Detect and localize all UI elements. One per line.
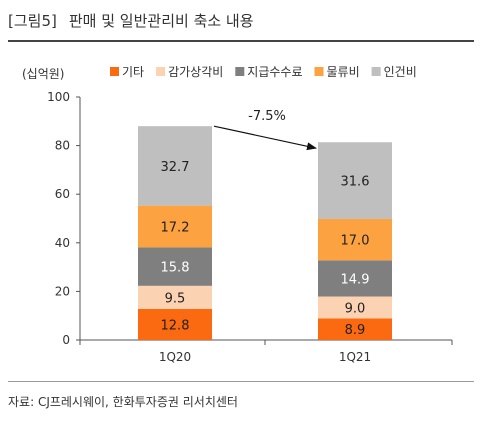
bar-segment	[138, 126, 212, 206]
data-label: 15.8	[161, 261, 190, 276]
data-label: 32.7	[161, 160, 190, 175]
y-tick-label: 20	[55, 284, 70, 298]
figure-title-text: 판매 및 일반관리비 축소 내용	[68, 12, 254, 30]
data-label: 9.0	[345, 301, 366, 316]
data-label: 12.8	[161, 318, 190, 333]
bar-segment	[138, 247, 212, 286]
legend-swatch	[235, 67, 245, 76]
legend-swatch	[314, 67, 324, 76]
data-label: 14.9	[341, 272, 370, 287]
legend-swatch	[156, 67, 166, 76]
data-label: 31.6	[341, 175, 370, 190]
y-tick-label: 80	[55, 139, 70, 153]
legend-swatch	[371, 67, 381, 76]
bar-segment	[138, 308, 212, 340]
x-tick-label: 1Q21	[339, 350, 371, 364]
data-label: 8.9	[345, 323, 366, 338]
y-tick-label: 60	[55, 187, 70, 201]
title-divider	[8, 40, 474, 42]
bar-segment	[318, 142, 392, 219]
y-tick-label: 100	[47, 90, 70, 104]
y-tick-label: 40	[55, 236, 70, 250]
y-unit-label: (십억원)	[22, 67, 64, 81]
bar-segment	[138, 205, 212, 248]
figure-title: [그림5] 판매 및 일반관리비 축소 내용	[8, 10, 254, 31]
data-label: 17.0	[341, 234, 370, 249]
legend-label: 인건비	[384, 65, 417, 79]
legend-label: 감가상각비	[168, 65, 223, 79]
data-label: 9.5	[165, 291, 186, 306]
legend-label: 기타	[122, 65, 144, 79]
data-label: 17.2	[161, 221, 190, 236]
bar-segment	[318, 318, 392, 340]
y-tick-label: 0	[62, 333, 70, 347]
bar-segment	[318, 260, 392, 297]
stacked-bar-chart: (십억원) 0 20 40 60 80 100 1Q20 1Q21 12.8 9.5 15.8 17.…	[22, 65, 453, 364]
legend-label: 물류비	[327, 65, 360, 79]
x-tick-label: 1Q20	[159, 350, 191, 364]
legend-label: 지급수수료	[247, 65, 302, 79]
source-note: 자료: CJ프레시웨이, 한화투자증권 리서치센터	[8, 395, 238, 409]
change-label: -7.5%	[248, 109, 286, 124]
bar-segment	[138, 285, 212, 309]
legend-swatch	[110, 67, 119, 76]
change-arrow	[213, 125, 317, 151]
bar-segment	[318, 296, 392, 319]
footer-divider	[8, 381, 474, 382]
figure-label: [그림5]	[8, 12, 57, 30]
bar-segment	[318, 218, 392, 261]
